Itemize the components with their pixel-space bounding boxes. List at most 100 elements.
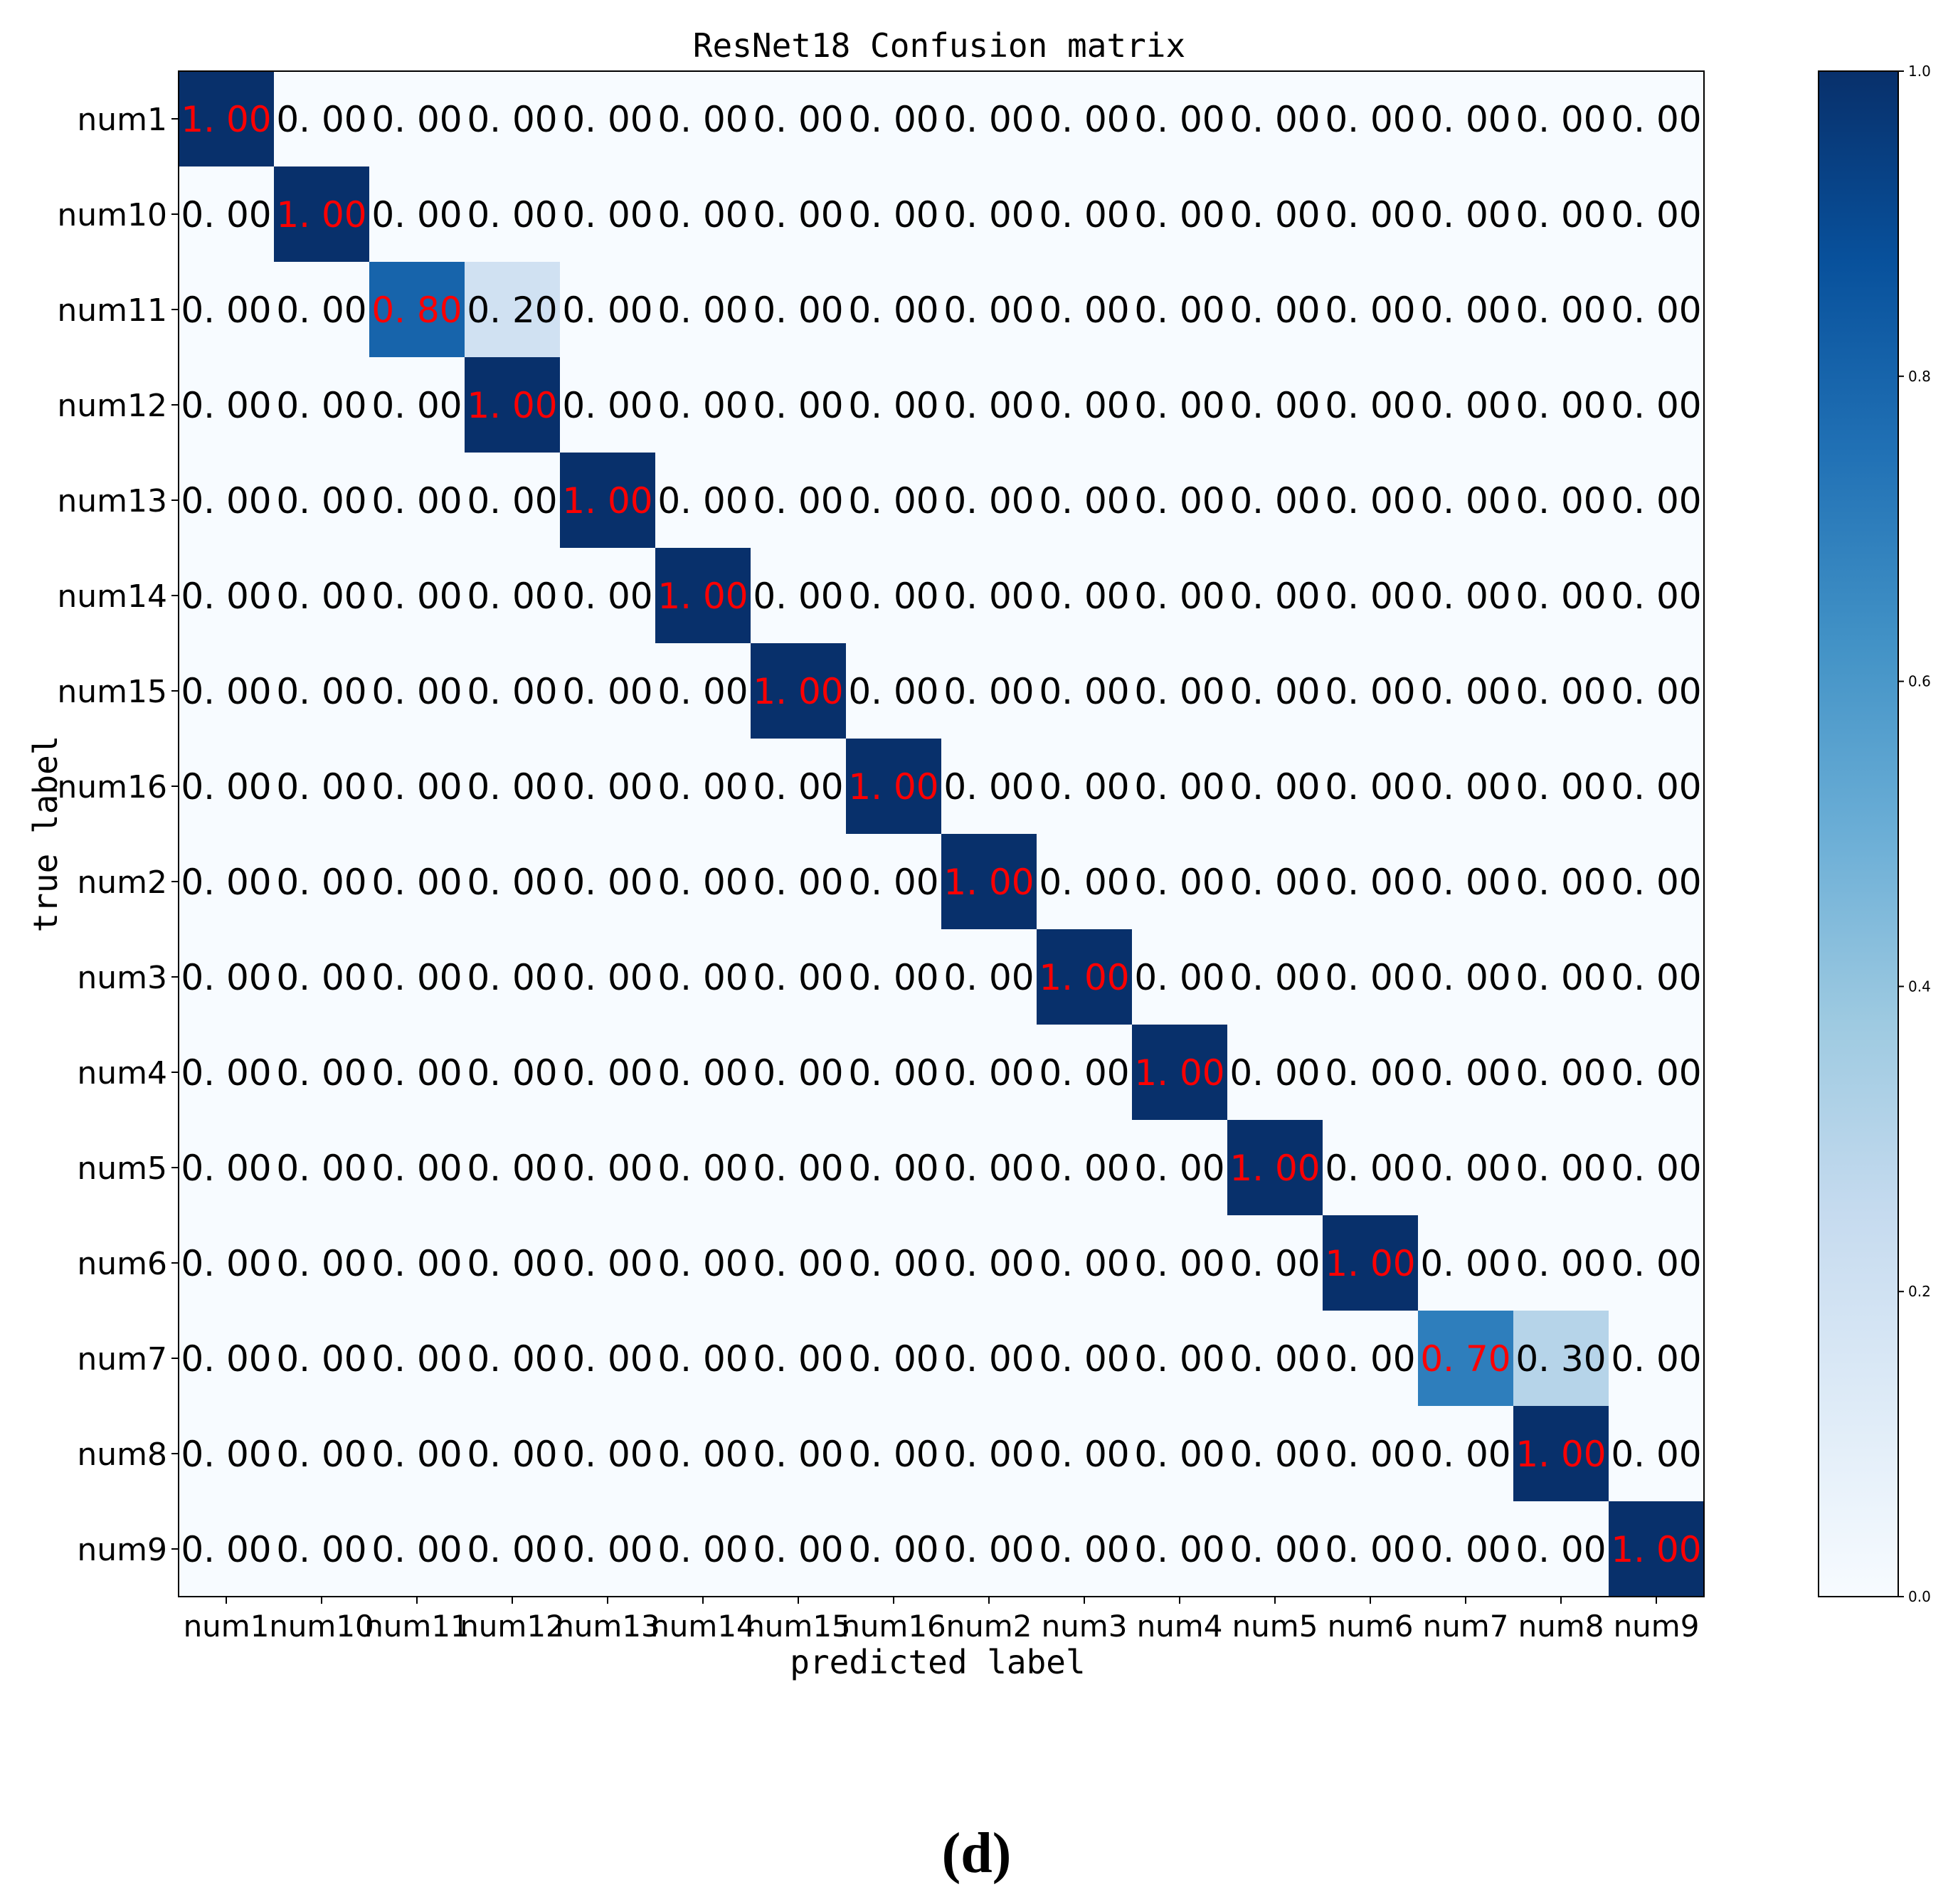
heatmap-cell-r1-c12 xyxy=(1323,166,1419,263)
heatmap-cell-r12-c8 xyxy=(941,1215,1037,1311)
cell-value-label-r3-c8: 0. 00 xyxy=(943,385,1034,426)
cell-value-label-r4-c14: 0. 00 xyxy=(1515,480,1606,522)
cell-value-label-r6-c1: 0. 00 xyxy=(276,671,366,712)
heatmap-cell-r7-c10 xyxy=(1132,739,1228,835)
cell-value-label-r7-c3: 0. 00 xyxy=(467,766,557,808)
heatmap-cell-r12-c0 xyxy=(179,1215,275,1311)
cell-value-label-r6-c13: 0. 00 xyxy=(1420,671,1510,712)
heatmap-cell-r10-c11 xyxy=(1227,1025,1323,1121)
cell-value-label-r5-c9: 0. 00 xyxy=(1039,576,1129,617)
cell-value-label-r10-c13: 0. 00 xyxy=(1420,1052,1510,1094)
heatmap-cell-r0-c7 xyxy=(846,71,942,167)
heatmap-cell-r4-c1 xyxy=(274,453,370,549)
cell-value-label-r0-c4: 0. 00 xyxy=(562,99,652,140)
heatmap-cell-r5-c15 xyxy=(1609,548,1705,644)
colorbar xyxy=(1818,70,1899,1597)
heatmap-cell-r4-c9 xyxy=(1037,453,1133,549)
cell-value-label-r10-c9: 0. 00 xyxy=(1039,1052,1129,1094)
cell-value-label-r3-c13: 0. 00 xyxy=(1420,385,1510,426)
cell-value-label-r4-c0: 0. 00 xyxy=(181,480,271,522)
cell-value-label-r11-c0: 0. 00 xyxy=(181,1148,271,1189)
cell-value-label-r9-c13: 0. 00 xyxy=(1420,957,1510,998)
heatmap-cell-r13-c3 xyxy=(465,1311,561,1407)
cell-value-label-r11-c14: 0. 00 xyxy=(1515,1148,1606,1189)
heatmap-cell-r10-c3 xyxy=(465,1025,561,1121)
heatmap-cell-r10-c9 xyxy=(1037,1025,1133,1121)
heatmap-cell-r4-c13 xyxy=(1418,453,1514,549)
heatmap-cell-r11-c0 xyxy=(179,1120,275,1216)
cell-value-label-r10-c3: 0. 00 xyxy=(467,1052,557,1094)
heatmap-cell-r0-c8 xyxy=(941,71,1037,167)
heatmap-cell-r8-c10 xyxy=(1132,834,1228,930)
cell-value-label-r8-c6: 0. 00 xyxy=(753,862,843,903)
cell-value-label-r2-c1: 0. 00 xyxy=(276,290,366,331)
heatmap-cell-r15-c12 xyxy=(1323,1501,1419,1597)
cell-value-label-r10-c4: 0. 00 xyxy=(562,1052,652,1094)
cell-value-label-r5-c0: 0. 00 xyxy=(181,576,271,617)
heatmap-cell-r2-c10 xyxy=(1132,262,1228,358)
heatmap-cell-r4-c12 xyxy=(1323,453,1419,549)
cell-value-label-r0-c3: 0. 00 xyxy=(467,99,557,140)
heatmap-cell-r8-c12 xyxy=(1323,834,1419,930)
heatmap-cell-r6-c7 xyxy=(846,643,942,739)
heatmap-cell-r8-c1 xyxy=(274,834,370,930)
heatmap-cell-r14-c0 xyxy=(179,1406,275,1502)
heatmap-cell-r7-c9 xyxy=(1037,739,1133,835)
cell-value-label-r4-c11: 0. 00 xyxy=(1229,480,1320,522)
cell-value-label-r11-c4: 0. 00 xyxy=(562,1148,652,1189)
cell-value-label-r12-c7: 0. 00 xyxy=(848,1243,938,1284)
cell-value-label-r13-c9: 0. 00 xyxy=(1039,1338,1129,1380)
cell-value-label-r7-c11: 0. 00 xyxy=(1229,766,1320,808)
heatmap-cell-r8-c3 xyxy=(465,834,561,930)
heatmap-cell-r0-c12 xyxy=(1323,71,1419,167)
heatmap-cell-r13-c9 xyxy=(1037,1311,1133,1407)
heatmap-cell-r6-c6 xyxy=(751,643,847,739)
cell-value-label-r2-c13: 0. 00 xyxy=(1420,290,1510,331)
heatmap-cell-r7-c5 xyxy=(655,739,751,835)
heatmap-cell-r8-c4 xyxy=(560,834,656,930)
heatmap-cell-r0-c11 xyxy=(1227,71,1323,167)
heatmap-cell-r5-c5 xyxy=(655,548,751,644)
heatmap-cell-r9-c13 xyxy=(1418,929,1514,1025)
heatmap-cell-r0-c5 xyxy=(655,71,751,167)
cell-value-label-r0-c0: 1. 00 xyxy=(181,99,271,140)
heatmap-cell-r4-c10 xyxy=(1132,453,1228,549)
heatmap-cell-r10-c8 xyxy=(941,1025,1037,1121)
cell-value-label-r1-c4: 0. 00 xyxy=(562,194,652,236)
cell-value-label-r10-c14: 0. 00 xyxy=(1515,1052,1606,1094)
cell-value-label-r4-c13: 0. 00 xyxy=(1420,480,1510,522)
cell-value-label-r1-c8: 0. 00 xyxy=(943,194,1034,236)
heatmap-cell-r12-c10 xyxy=(1132,1215,1228,1311)
heatmap-cell-r14-c13 xyxy=(1418,1406,1514,1502)
cell-value-label-r3-c6: 0. 00 xyxy=(753,385,843,426)
heatmap-cell-r9-c14 xyxy=(1513,929,1609,1025)
cell-value-label-r11-c12: 0. 00 xyxy=(1325,1148,1415,1189)
heatmap-cell-r4-c8 xyxy=(941,453,1037,549)
heatmap-cell-r4-c6 xyxy=(751,453,847,549)
y-tick-label-num1: num1 xyxy=(77,102,167,138)
cell-value-label-r4-c7: 0. 00 xyxy=(848,480,938,522)
cell-value-label-r4-c4: 1. 00 xyxy=(562,480,652,522)
cell-value-label-r13-c14: 0. 30 xyxy=(1515,1338,1606,1380)
heatmap-cell-r6-c8 xyxy=(941,643,1037,739)
cell-value-label-r11-c13: 0. 00 xyxy=(1420,1148,1510,1189)
heatmap-cell-r7-c14 xyxy=(1513,739,1609,835)
cell-value-label-r8-c14: 0. 00 xyxy=(1515,862,1606,903)
cell-value-label-r0-c13: 0. 00 xyxy=(1420,99,1510,140)
heatmap-cell-r7-c6 xyxy=(751,739,847,835)
cell-value-label-r13-c3: 0. 00 xyxy=(467,1338,557,1380)
heatmap-cell-r13-c6 xyxy=(751,1311,847,1407)
cell-value-label-r2-c0: 0. 00 xyxy=(181,290,271,331)
cell-value-label-r5-c6: 0. 00 xyxy=(753,576,843,617)
heatmap-cell-r11-c5 xyxy=(655,1120,751,1216)
heatmap-cell-r2-c5 xyxy=(655,262,751,358)
heatmap-cell-r11-c4 xyxy=(560,1120,656,1216)
cell-value-label-r12-c2: 0. 00 xyxy=(371,1243,462,1284)
cell-value-label-r6-c2: 0. 00 xyxy=(371,671,462,712)
heatmap-cell-r7-c12 xyxy=(1323,739,1419,835)
heatmap-cell-r14-c1 xyxy=(274,1406,370,1502)
x-tick-label-num12: num12 xyxy=(460,1609,565,1644)
cell-value-label-r8-c13: 0. 00 xyxy=(1420,862,1510,903)
cell-value-label-r5-c5: 1. 00 xyxy=(657,576,748,617)
